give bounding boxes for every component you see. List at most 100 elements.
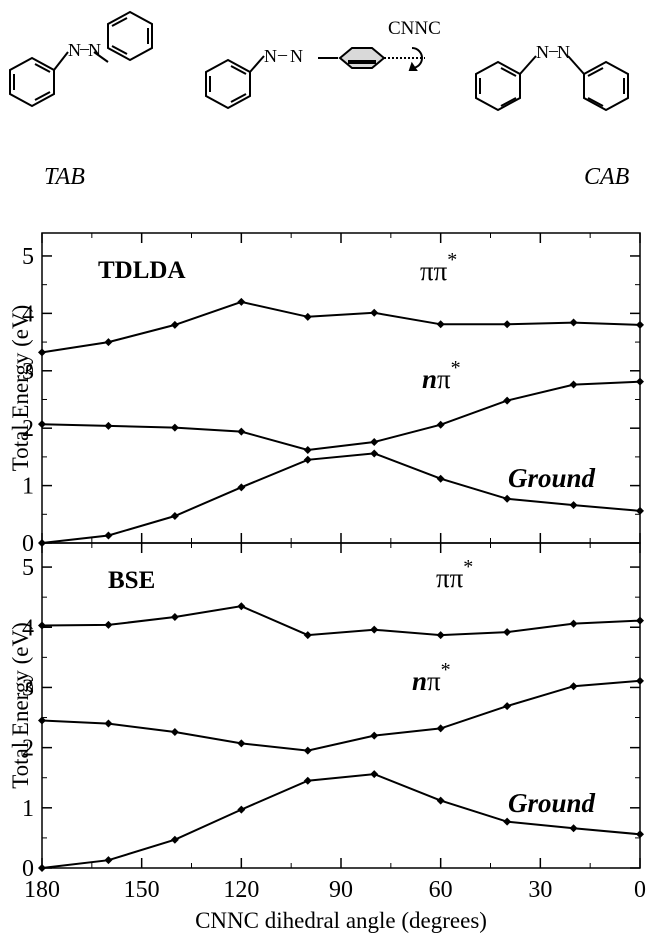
data-point bbox=[370, 437, 379, 446]
data-point bbox=[170, 613, 179, 622]
x-tick-label: 150 bbox=[124, 877, 160, 903]
data-point bbox=[436, 631, 445, 640]
x-tick-label: 60 bbox=[429, 877, 453, 903]
y-axis-label: Total Energy (eV) bbox=[8, 622, 33, 789]
data-point bbox=[237, 427, 246, 436]
x-tick-label: 120 bbox=[223, 877, 259, 903]
cab-bond: – bbox=[548, 40, 559, 60]
data-point bbox=[503, 494, 512, 503]
cab-label: CAB bbox=[584, 164, 630, 190]
data-point bbox=[104, 856, 113, 865]
data-point bbox=[303, 312, 312, 321]
data-point bbox=[636, 506, 644, 515]
data-point bbox=[436, 474, 445, 483]
molecule-diagrams: N – N N – N CNNC N – N TAB CAB bbox=[9, 10, 630, 190]
data-point bbox=[237, 739, 246, 748]
data-point bbox=[569, 501, 578, 510]
mid-bond: – bbox=[277, 44, 288, 64]
data-point bbox=[370, 449, 379, 458]
data-point bbox=[38, 348, 46, 357]
data-point bbox=[237, 602, 246, 611]
mid-tilted-ring bbox=[338, 47, 386, 69]
data-point bbox=[38, 864, 46, 872]
series-label: Ground bbox=[508, 463, 596, 493]
data-point bbox=[370, 308, 379, 317]
data-point bbox=[104, 338, 113, 347]
data-point bbox=[503, 817, 512, 826]
x-tick-label: 0 bbox=[634, 877, 646, 903]
data-point bbox=[569, 380, 578, 389]
x-tick-label: 90 bbox=[329, 877, 353, 903]
series-line-3 bbox=[41, 773, 641, 869]
data-point bbox=[436, 724, 445, 733]
tab-n1: N bbox=[68, 40, 81, 60]
data-point bbox=[569, 682, 578, 691]
y-tick-label: 2 bbox=[22, 416, 34, 442]
panel-1: 0 1 2 3 4 5 ππ* nπ* Ground TDLDA Total Energy (eV) bbox=[8, 232, 644, 557]
data-point bbox=[636, 616, 644, 625]
series-line-2 bbox=[41, 679, 641, 752]
panel-title: BSE bbox=[108, 567, 155, 594]
y-tick-label: 0 bbox=[22, 856, 34, 882]
mid-n1: N bbox=[264, 46, 277, 66]
trans-azobenzene-structure bbox=[9, 10, 153, 108]
data-point bbox=[38, 716, 46, 725]
series-line-3 bbox=[41, 452, 641, 544]
series-line-1 bbox=[41, 605, 641, 637]
y-tick-label: 3 bbox=[22, 675, 34, 701]
data-point bbox=[303, 746, 312, 755]
data-point bbox=[636, 830, 644, 839]
series-line-1 bbox=[41, 300, 641, 354]
series-label: Ground bbox=[508, 788, 596, 818]
series-label: nπ* bbox=[412, 659, 451, 696]
y-tick-label: 4 bbox=[22, 615, 34, 641]
y-tick-label: 4 bbox=[22, 301, 34, 327]
data-point bbox=[569, 619, 578, 628]
data-point bbox=[170, 835, 179, 844]
data-point bbox=[569, 318, 578, 327]
data-point bbox=[38, 420, 46, 429]
data-point bbox=[503, 702, 512, 711]
cab-left-ring bbox=[475, 60, 521, 112]
y-tick-label: 5 bbox=[22, 244, 34, 270]
data-point bbox=[503, 396, 512, 405]
tab-bond: – bbox=[79, 38, 90, 58]
data-point bbox=[170, 320, 179, 329]
cis-azobenzene-structure bbox=[475, 55, 629, 112]
cab-n2: N bbox=[557, 42, 570, 62]
rotation-label: CNNC bbox=[388, 18, 441, 39]
data-point bbox=[569, 824, 578, 833]
y-tick-label: 0 bbox=[22, 531, 34, 557]
y-tick-label: 1 bbox=[22, 474, 34, 500]
data-point bbox=[237, 297, 246, 306]
rotation-intermediate-structure bbox=[205, 47, 425, 110]
cab-right-ring bbox=[583, 60, 629, 112]
data-point bbox=[170, 727, 179, 736]
tab-n2: N bbox=[88, 40, 101, 60]
series-line-2 bbox=[41, 380, 641, 452]
data-point bbox=[636, 377, 644, 386]
data-point bbox=[104, 719, 113, 728]
data-point bbox=[38, 621, 46, 630]
x-tick-label: 30 bbox=[528, 877, 552, 903]
y-tick-label: 3 bbox=[22, 359, 34, 385]
data-point bbox=[104, 531, 113, 540]
y-tick-label: 2 bbox=[22, 736, 34, 762]
x-tick-label: 180 bbox=[24, 877, 60, 903]
tab-left-ring bbox=[9, 56, 55, 108]
data-point bbox=[303, 446, 312, 454]
energy-chart: 0 1 2 3 4 5 ππ* nπ* Ground TDLDA Total Energy (eV)… bbox=[8, 232, 646, 933]
data-point bbox=[237, 483, 246, 492]
mid-left-ring bbox=[205, 58, 251, 110]
panel-2: 0 1 2 3 4 5 ππ* nπ* Ground BSE Total Energy (eV) bbox=[8, 542, 644, 882]
data-point bbox=[370, 731, 379, 740]
y-tick-label: 5 bbox=[22, 555, 34, 581]
series-label: nπ* bbox=[422, 357, 461, 394]
data-point bbox=[104, 421, 113, 430]
y-tick-label: 1 bbox=[22, 796, 34, 822]
cab-n1: N bbox=[536, 42, 549, 62]
data-point bbox=[104, 620, 113, 629]
data-point bbox=[303, 631, 312, 640]
series-label: ππ* bbox=[420, 249, 457, 286]
data-point bbox=[370, 770, 379, 779]
